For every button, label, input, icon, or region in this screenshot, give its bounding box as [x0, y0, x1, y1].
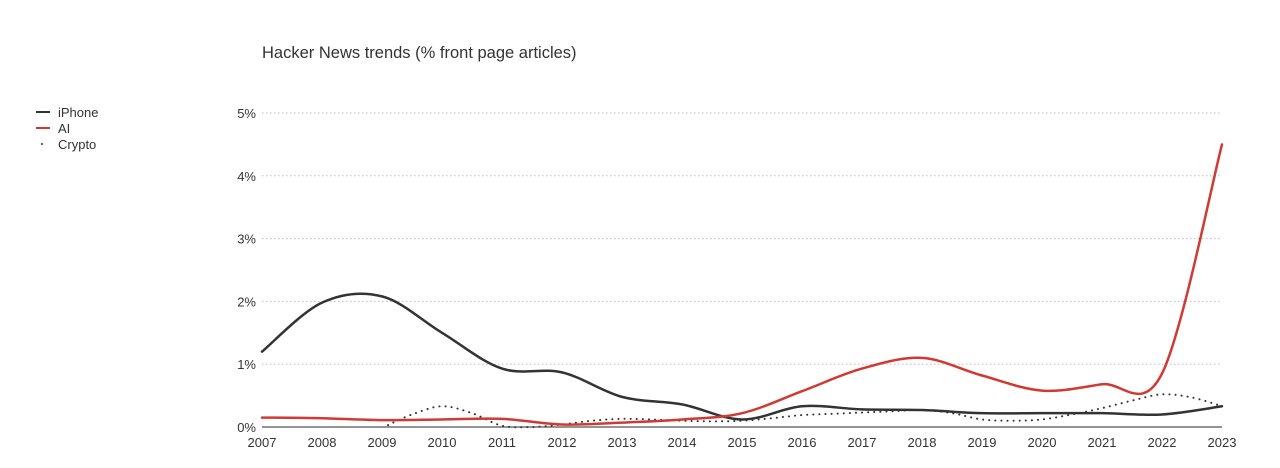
legend: iPhone AI Crypto [36, 104, 98, 152]
series-line-ai [260, 143, 1224, 426]
x-tick-label: 2012 [548, 435, 577, 450]
y-tick-label: 0% [237, 420, 256, 435]
y-tick-label: 2% [237, 294, 256, 309]
x-tick-label: 2007 [248, 435, 277, 450]
x-tick-label: 2022 [1148, 435, 1177, 450]
x-tick-label: 2009 [368, 435, 397, 450]
y-tick-label: 1% [237, 357, 256, 372]
x-tick-label: 2010 [428, 435, 457, 450]
x-tick-label: 2020 [1028, 435, 1057, 450]
y-tick-label: 4% [237, 169, 256, 184]
legend-swatch-crypto [36, 139, 50, 149]
series-line-iphone [260, 292, 1224, 421]
series-line-crypto [387, 393, 1223, 429]
y-tick-label: 5% [237, 106, 256, 121]
x-tick-label: 2015 [728, 435, 757, 450]
x-tick-label: 2018 [908, 435, 937, 450]
x-tick-label: 2021 [1088, 435, 1117, 450]
x-tick-label: 2019 [968, 435, 997, 450]
legend-label-iphone: iPhone [58, 104, 99, 120]
x-tick-label: 2013 [608, 435, 637, 450]
legend-label-ai: AI [58, 120, 71, 136]
x-tick-label: 2023 [1208, 435, 1237, 450]
legend-item-iphone: iPhone [36, 104, 98, 120]
legend-swatch-iphone [36, 107, 50, 117]
chart-title: Hacker News trends (% front page article… [262, 44, 577, 62]
legend-item-crypto: Crypto [36, 136, 98, 152]
legend-swatch-ai [36, 123, 50, 133]
legend-item-ai: AI [36, 120, 98, 136]
y-tick-label: 3% [237, 232, 256, 247]
x-tick-label: 2016 [788, 435, 817, 450]
legend-label-crypto: Crypto [58, 136, 97, 152]
x-tick-label: 2014 [668, 435, 697, 450]
x-tick-label: 2017 [848, 435, 877, 450]
x-tick-label: 2011 [488, 435, 516, 450]
x-tick-label: 2008 [308, 435, 337, 450]
